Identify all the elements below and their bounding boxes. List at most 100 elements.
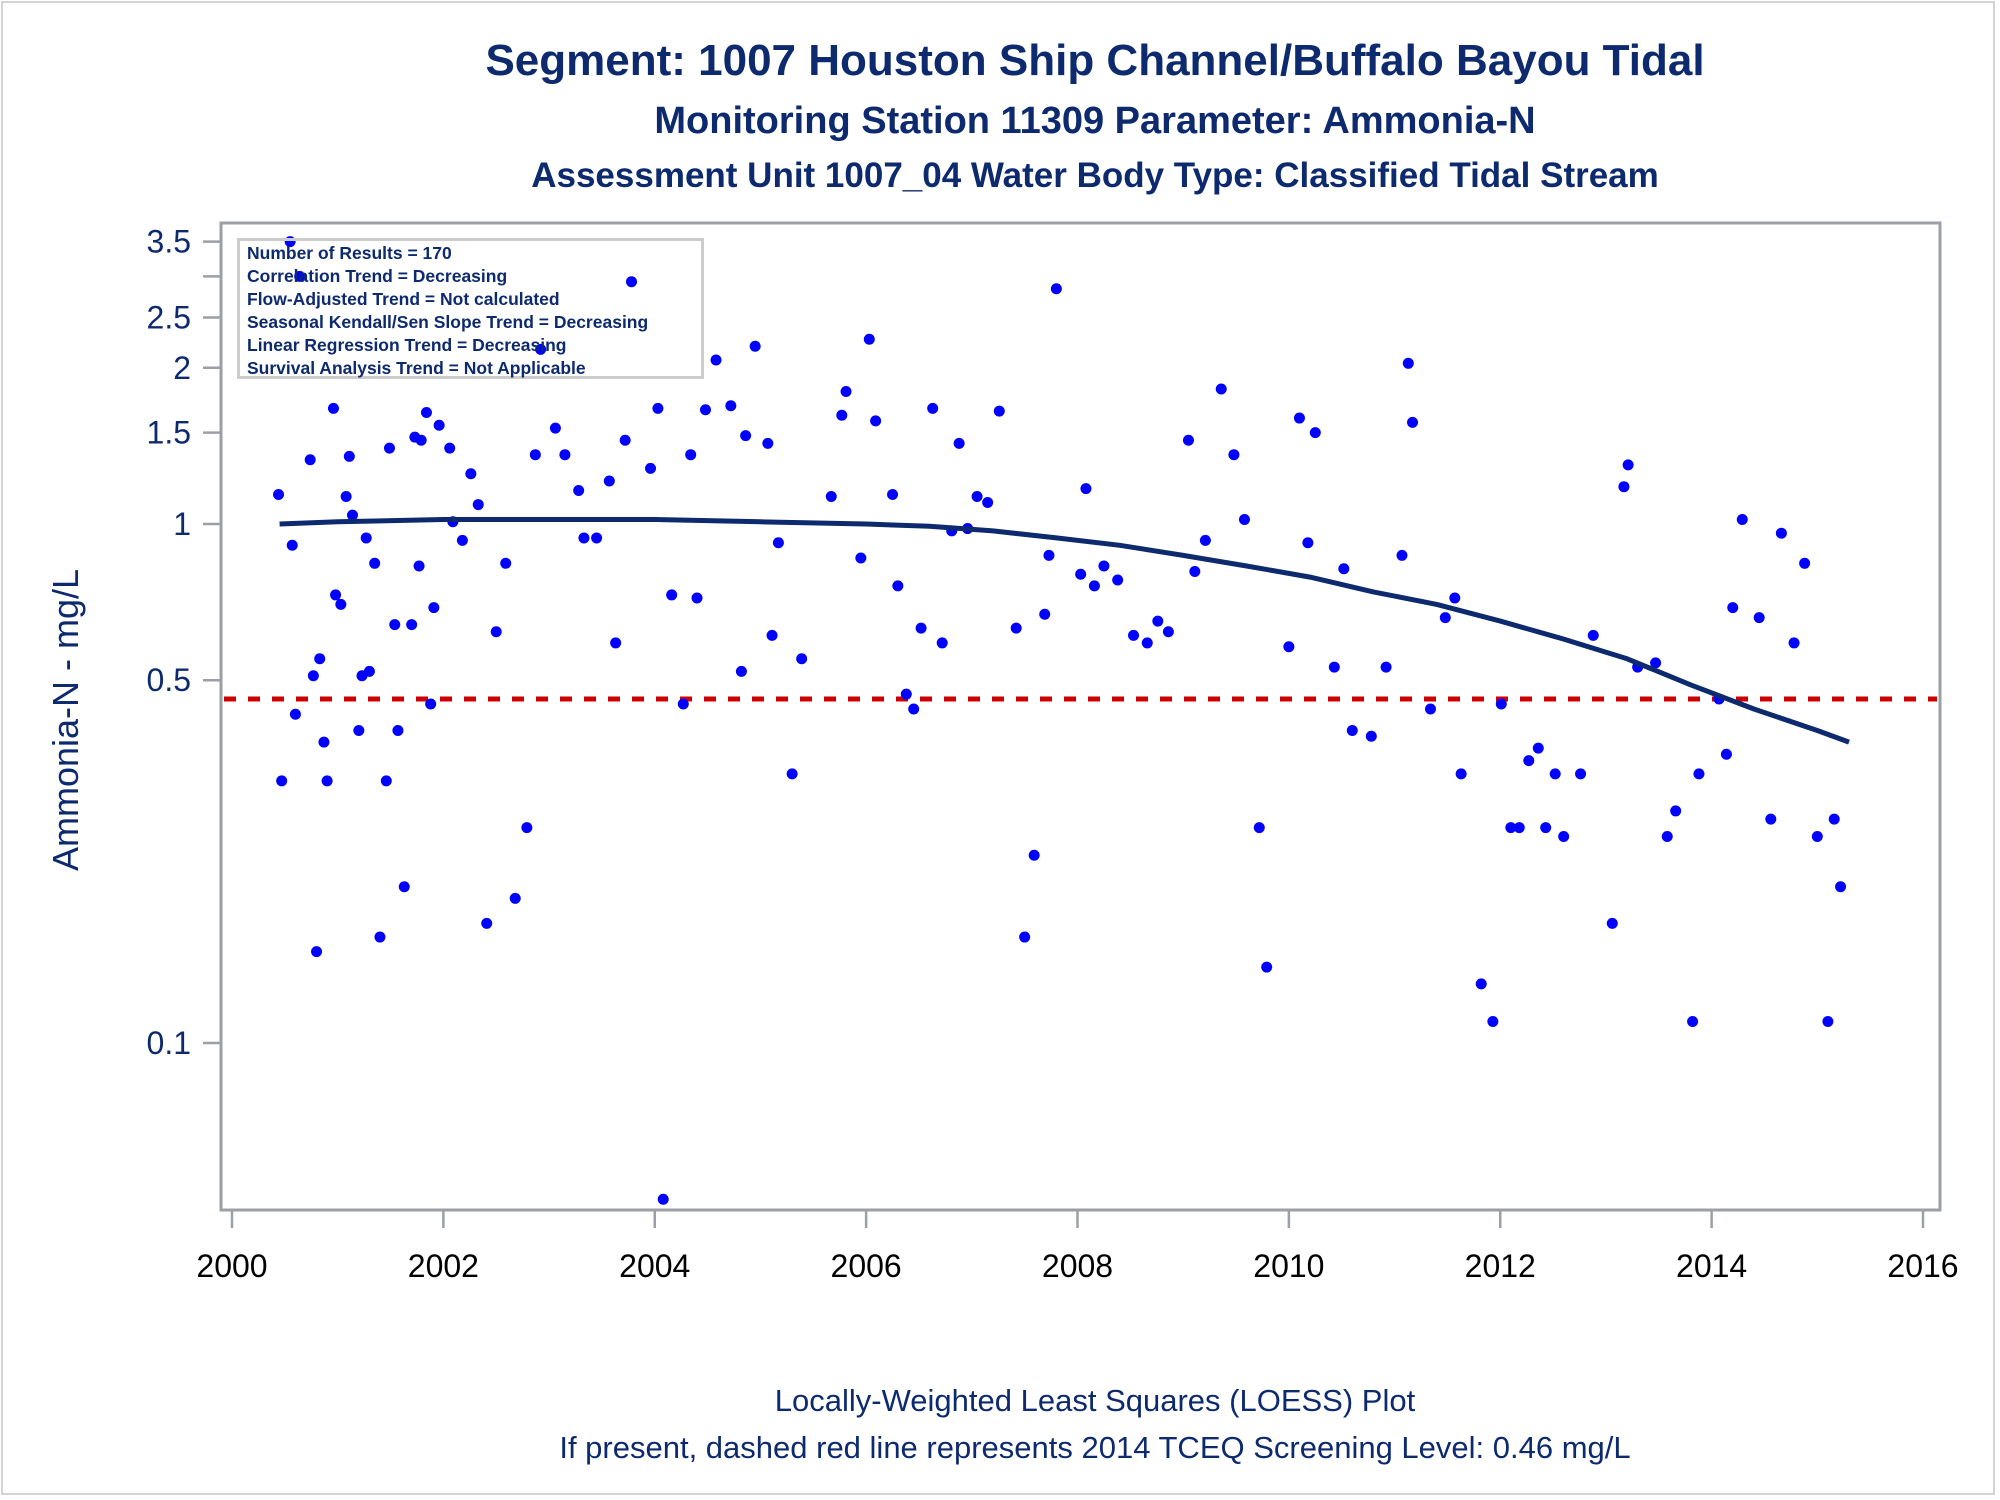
chart-title: Segment: 1007 Houston Ship Channel/Buffa… (485, 36, 1705, 85)
data-point (749, 340, 761, 352)
data-point (1112, 574, 1124, 586)
data-point (360, 532, 372, 544)
data-point (766, 629, 778, 641)
data-point (619, 434, 631, 446)
x-tick-label: 2002 (408, 1248, 479, 1284)
legend-box (237, 238, 704, 379)
legend-entry: Number of Results = 170 (247, 243, 452, 263)
data-point (677, 698, 689, 710)
data-point (1407, 416, 1419, 428)
data-point (1775, 527, 1787, 539)
data-point (1283, 641, 1295, 653)
legend-entry: Flow-Adjusted Trend = Not calculated (247, 289, 560, 309)
data-point (971, 490, 983, 502)
data-point (413, 560, 425, 572)
data-point (1141, 637, 1153, 649)
data-point (1650, 657, 1662, 669)
data-point (1487, 1016, 1499, 1028)
data-point (1043, 549, 1055, 561)
x-tick-label: 2004 (619, 1248, 690, 1284)
data-point (1238, 514, 1250, 526)
footer-note-1: Locally-Weighted Least Squares (LOESS) P… (774, 1383, 1416, 1418)
data-point (353, 725, 365, 737)
data-point (915, 622, 927, 634)
data-point (1309, 427, 1321, 439)
data-point (314, 653, 326, 665)
data-point (1152, 615, 1164, 627)
data-point (855, 552, 867, 564)
legend-entry: Linear Regression Trend = Decreasing (247, 335, 567, 355)
data-point (666, 589, 678, 601)
data-point (1380, 661, 1392, 673)
data-point (509, 892, 521, 904)
data-point (796, 653, 808, 665)
data-point (1753, 612, 1765, 624)
data-point (1835, 881, 1847, 893)
data-point (433, 419, 445, 431)
data-point (863, 333, 875, 345)
data-point (993, 405, 1005, 417)
data-point (836, 409, 848, 421)
data-point (1532, 742, 1544, 754)
data-point (1587, 629, 1599, 641)
data-point (610, 637, 622, 649)
data-point (685, 449, 697, 461)
data-point (1328, 661, 1340, 673)
data-point (908, 703, 920, 715)
data-point (725, 400, 737, 412)
data-point (369, 557, 381, 569)
data-point (363, 665, 375, 677)
data-point (1088, 580, 1100, 592)
data-point (330, 589, 342, 601)
data-point (1523, 755, 1535, 767)
data-point (1128, 629, 1140, 641)
data-point (645, 462, 657, 474)
data-point (311, 946, 323, 958)
data-point (415, 434, 427, 446)
data-point (1228, 449, 1240, 461)
data-point (304, 454, 316, 466)
data-point (1575, 768, 1587, 780)
y-tick-label: 1.5 (147, 415, 191, 451)
data-point (870, 415, 882, 427)
data-point (276, 775, 288, 787)
data-point (892, 580, 904, 592)
data-point (887, 488, 899, 500)
y-tick-label: 0.1 (147, 1025, 191, 1061)
data-point (1811, 830, 1823, 842)
x-tick-label: 2006 (831, 1248, 902, 1284)
data-point (1765, 813, 1777, 825)
data-point (1424, 703, 1436, 715)
data-point (340, 490, 352, 502)
data-point (380, 775, 392, 787)
data-point (465, 468, 477, 480)
y-tick-label: 0.5 (147, 662, 191, 698)
data-point (343, 450, 355, 462)
data-point (389, 619, 401, 631)
data-point (772, 537, 784, 549)
plot-frame (219, 221, 1942, 1212)
data-point (1670, 805, 1682, 817)
data-point (1540, 822, 1552, 834)
data-point (900, 688, 912, 700)
data-point (286, 539, 298, 551)
data-point (1365, 730, 1377, 742)
data-point (1396, 549, 1408, 561)
data-point (1199, 534, 1211, 546)
data-point (481, 917, 493, 929)
data-point (425, 698, 437, 710)
legend-entry: Survival Analysis Trend = Not Applicable (247, 358, 586, 378)
data-point (1075, 568, 1087, 580)
legend-entry: Correlation Trend = Decreasing (247, 266, 508, 286)
data-point (1346, 725, 1358, 737)
data-point (327, 402, 339, 414)
data-point (428, 602, 440, 614)
data-point (529, 449, 541, 461)
chart-subtitle: Monitoring Station 11309 Parameter: Ammo… (654, 100, 1536, 142)
x-tick-label: 2000 (196, 1248, 267, 1284)
data-point (383, 442, 395, 454)
data-point (1402, 357, 1414, 369)
chart-subtitle-2: Assessment Unit 1007_04 Water Body Type:… (531, 156, 1659, 195)
data-point (710, 354, 722, 366)
